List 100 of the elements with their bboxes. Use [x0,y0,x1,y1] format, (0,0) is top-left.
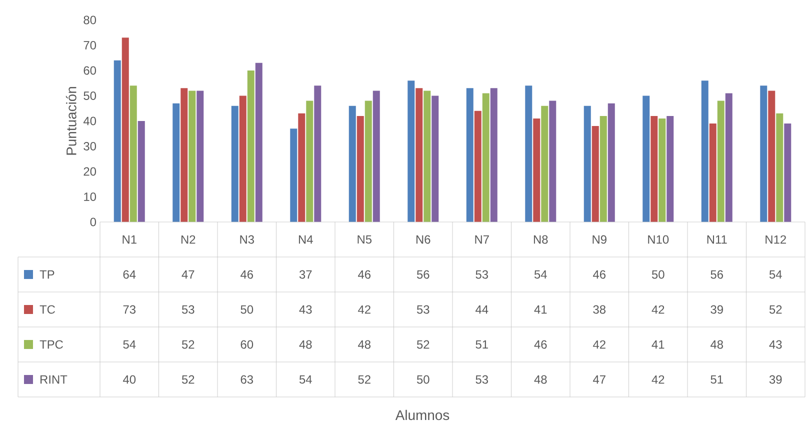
data-label: 51 [476,340,488,349]
data-label: 54 [769,270,782,279]
bar [196,90,204,222]
bar [188,90,196,222]
y-tick-label: 10 [84,192,96,201]
x-tick-label: N4 [298,235,313,244]
bar [709,124,716,222]
bar [784,124,792,222]
bar [666,116,674,222]
data-label: 47 [182,270,194,279]
data-label: 51 [710,375,723,384]
bar [114,60,121,222]
bar [122,38,129,222]
bar [650,116,658,222]
data-label: 56 [416,270,430,279]
data-label: 47 [593,375,606,384]
data-label: 46 [593,270,606,279]
data-label: 52 [182,340,194,349]
bar [239,96,246,222]
bar [231,106,238,222]
data-label: 54 [123,340,136,349]
data-label: 37 [299,270,312,279]
x-tick-label: N5 [358,235,372,244]
data-label: 54 [299,375,312,384]
data-label: 48 [358,340,371,349]
x-tick-label: N1 [122,235,136,244]
bar [432,96,439,222]
data-label: 42 [652,305,664,314]
data-label: 63 [240,375,254,384]
bar [701,80,708,222]
y-tick-label: 40 [83,116,96,126]
bar [525,86,532,222]
bar [424,90,431,222]
data-label: 50 [416,375,430,384]
bar [356,116,364,222]
data-label: 50 [652,270,664,279]
bar [760,86,768,222]
data-label: 52 [182,375,194,384]
y-tick-label: 30 [84,142,96,150]
data-label: 46 [534,340,547,349]
bar [600,116,607,222]
bar [466,88,474,222]
data-label: 43 [769,340,782,349]
bar [130,86,137,222]
bar [172,103,180,222]
data-label: 42 [652,375,664,384]
x-tick-label: N3 [240,235,254,244]
data-label: 53 [476,270,488,279]
data-label: 52 [416,340,430,349]
data-label: 56 [710,270,724,279]
data-label: 64 [123,270,136,279]
data-label: 53 [476,375,488,384]
bar [255,62,262,222]
bar [584,106,591,222]
bar [416,88,423,222]
data-label: 42 [358,305,370,314]
bar [482,93,490,222]
bar [592,126,599,222]
bar [768,90,776,222]
bar [364,100,372,222]
data-label: 48 [534,375,547,384]
legend-label: TPC [40,340,63,349]
bar [247,70,254,222]
x-tick-label: N11 [707,235,727,244]
bar [348,106,356,222]
bar [608,103,615,222]
bar [180,88,188,222]
x-tick-label: N8 [534,235,548,244]
data-label: 42 [593,340,606,349]
data-label: 48 [710,340,724,349]
data-label: 41 [534,305,547,314]
data-label: 46 [358,270,371,279]
bar [549,100,556,222]
data-label: 44 [476,305,488,314]
data-label: 46 [240,270,254,279]
y-tick-label: 70 [84,41,96,50]
bar [298,113,306,222]
y-tick-label: 0 [90,218,96,226]
data-label: 53 [182,305,194,314]
bar [290,128,298,222]
x-tick-label: N7 [475,235,489,244]
bar [138,120,145,222]
data-label: 39 [710,305,723,314]
bar [533,118,540,222]
bar [474,110,482,222]
data-label: 50 [240,305,254,314]
data-label: 48 [299,340,312,349]
x-tick-label: N2 [181,235,196,244]
data-label: 52 [358,375,370,384]
data-label: 38 [593,305,606,314]
bar [717,100,724,222]
bar [372,90,380,222]
data-label: 73 [123,305,136,314]
bar [776,113,784,222]
bar [642,96,650,222]
x-tick-label: N6 [416,235,430,244]
data-label: 60 [240,340,254,349]
bar [490,88,498,222]
y-tick-label: 20 [84,167,96,176]
x-tick-label: N10 [648,235,669,244]
